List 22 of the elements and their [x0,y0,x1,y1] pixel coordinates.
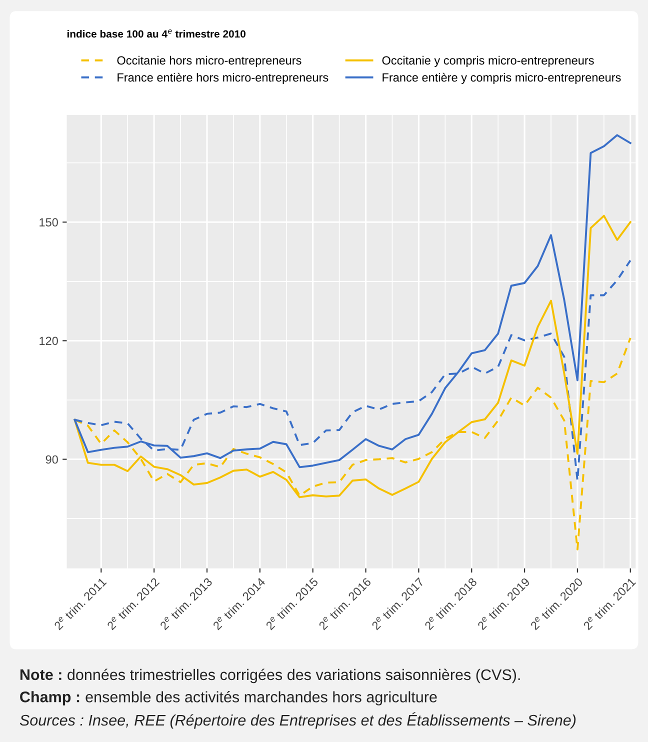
x-tick-label: 2$^{e}$ trim. 2011 [53,576,107,630]
y-tick-label: 90 [46,455,58,464]
text: Champ : ensemble des activités marchandes hors agriculture [20,691,437,706]
legend-label: France entière y compris micro-entrepreneurs [382,72,621,84]
legend-label: Occitanie y compris micro-entrepreneurs [382,56,594,67]
x-tick-label: 2$^{e}$ trim. 2021 [582,576,636,630]
y-tick-label: 120 [40,336,58,346]
x-tick-label: 2$^{e}$ trim. 2018 [424,576,478,630]
x-tick-label: 2$^{e}$ trim. 2019 [476,576,530,630]
x-tick-label: 2$^{e}$ trim. 2012 [106,576,160,630]
text: indice base 100 au 4$^{e}$ trimestre 2010 [67,29,246,38]
legend-label: Occitanie hors micro-entrepreneurs [117,56,302,67]
x-tick-label: 2$^{e}$ trim. 2013 [158,576,213,630]
x-tick-label: 2$^{e}$ trim. 2014 [212,576,266,630]
x-tick-label: 2$^{e}$ trim. 2020 [529,576,584,630]
text: Note : données trimestrielles corrigées des variations saisonnières (CVS). [20,668,520,684]
x-tick-label: 2$^{e}$ trim. 2016 [318,576,372,630]
legend-label: France entière hors micro-entrepreneurs [118,72,328,84]
x-tick-label: 2$^{e}$ trim. 2015 [264,576,319,630]
source-note: Sources : Insee, REE (Répertoire des Entreprises et des Établissements – Sirene) [20,712,576,729]
y-tick-label: 150 [40,218,58,227]
x-tick-label: 2$^{e}$ trim. 2017 [370,576,424,630]
